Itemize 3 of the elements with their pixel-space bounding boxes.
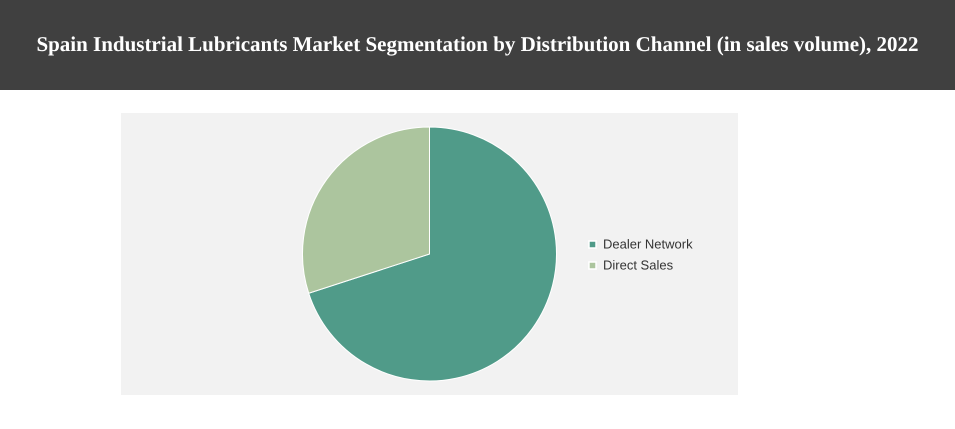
legend-label: Dealer Network <box>603 236 694 252</box>
chart-title: Spain Industrial Lubricants Market Segmentation by Distribution Channel (in sales volume), 2022 <box>0 0 955 90</box>
legend-label: Direct Sales <box>603 258 674 272</box>
